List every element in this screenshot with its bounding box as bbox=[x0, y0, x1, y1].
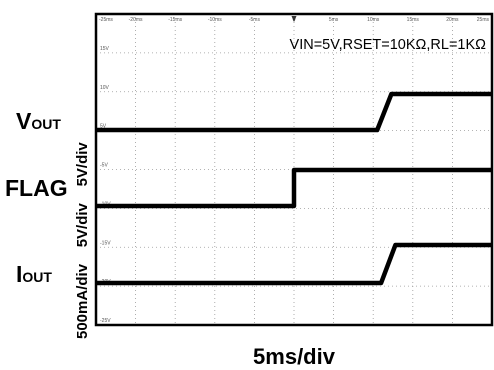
x-tick-labels: -25ms-20ms-15ms-10ms-5ms05ms10ms15ms20ms… bbox=[99, 16, 489, 23]
x-tick-label: 10ms bbox=[367, 17, 380, 23]
trace-label-main: FLAG bbox=[5, 175, 68, 201]
trace-label-sub: OUT bbox=[31, 116, 61, 132]
trace-label-flag: FLAG bbox=[5, 175, 68, 201]
trace-label-vout: VOUT bbox=[16, 108, 61, 134]
trace-iout bbox=[96, 242, 492, 286]
y-tick-label: 15V bbox=[100, 46, 110, 52]
y-tick-label: 10V bbox=[100, 85, 110, 91]
trace-label-iout: IOUT bbox=[16, 261, 52, 287]
trace-label-sub: OUT bbox=[22, 269, 52, 285]
trace-label-main: V bbox=[16, 108, 32, 134]
x-tick-label: -5ms bbox=[249, 17, 261, 23]
chart-title: VIN=5V,RSET=10KΩ,RL=1KΩ bbox=[290, 37, 487, 53]
x-tick-label: -10ms bbox=[208, 17, 222, 23]
trace-label-main: I bbox=[16, 261, 22, 287]
trace-flag bbox=[96, 167, 492, 209]
x-tick-label: 20ms bbox=[446, 17, 459, 23]
y-tick-label: -5V bbox=[100, 163, 108, 169]
y-tick-label: -15V bbox=[100, 240, 111, 246]
y-axis-label: 500mA/div 5V/div 5V/div bbox=[74, 142, 91, 339]
x-tick-label: 15ms bbox=[407, 17, 420, 23]
x-tick-label: 5ms bbox=[329, 17, 339, 23]
x-tick-label: -25ms bbox=[99, 17, 113, 23]
y-tick-label: 5V bbox=[100, 124, 107, 130]
y-tick-label: -25V bbox=[100, 318, 111, 324]
traces bbox=[96, 91, 492, 286]
trigger-marker bbox=[291, 16, 297, 22]
x-tick-label: -15ms bbox=[168, 17, 182, 23]
trace-vout bbox=[96, 91, 492, 133]
x-axis-label: 5ms/div bbox=[253, 344, 336, 369]
x-tick-label: -20ms bbox=[129, 17, 143, 23]
x-tick-label: 25ms bbox=[477, 17, 490, 23]
